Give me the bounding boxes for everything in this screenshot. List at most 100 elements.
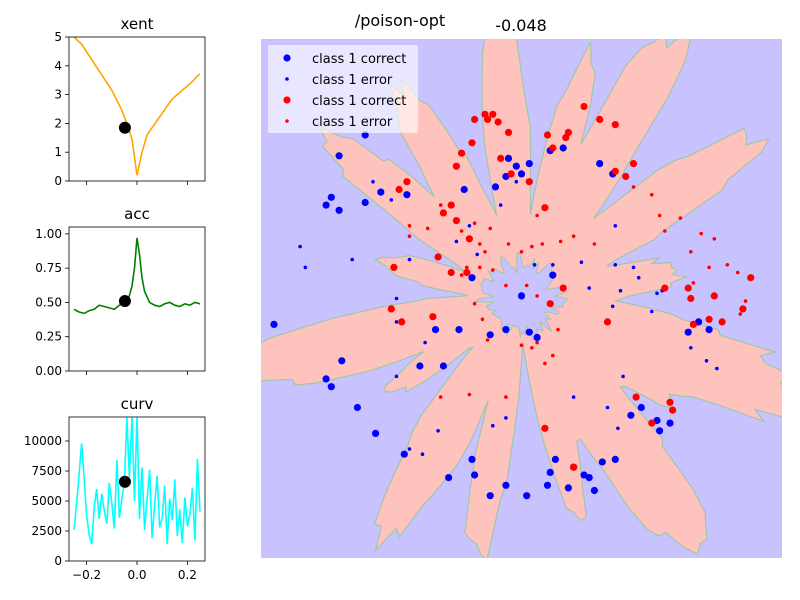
acc-ytick-label: 1.00 — [35, 227, 62, 241]
scatter-point-series-0 — [460, 185, 468, 194]
scatter-point-series-3 — [556, 327, 560, 332]
scatter-point-series-2 — [471, 115, 479, 123]
scatter-point-series-3 — [472, 301, 477, 306]
xent-ytick-label: 0 — [54, 174, 62, 188]
xent-title: xent — [120, 15, 153, 33]
scatter-point-series-0 — [400, 450, 408, 458]
scatter-point-series-3 — [407, 224, 412, 228]
scatter-point-series-0 — [590, 486, 599, 495]
scatter-point-series-2 — [559, 284, 567, 292]
acc-series-line — [73, 237, 201, 315]
legend-label: class 1 correct — [312, 94, 406, 109]
scatter-point-series-3 — [491, 268, 495, 272]
scatter-point-series-0 — [455, 326, 463, 334]
scatter-point-series-3 — [699, 231, 703, 236]
scatter-point-series-1 — [650, 309, 654, 314]
scatter-point-series-2 — [629, 160, 638, 168]
scatter-point-series-0 — [431, 326, 440, 334]
figure-title: /poison-opt — [355, 11, 445, 30]
curv-xtick-label: 0.2 — [178, 568, 197, 582]
scatter-point-series-0 — [517, 170, 526, 178]
xent-current-marker — [118, 121, 131, 134]
scatter-point-series-0 — [335, 152, 343, 160]
scatter-point-series-1 — [394, 320, 399, 324]
scatter-point-series-0 — [471, 471, 479, 479]
scatter-point-series-3 — [519, 343, 524, 348]
scatter-point-series-3 — [650, 192, 654, 197]
curv-xtick-label: 0.0 — [127, 568, 146, 582]
scatter-point-series-2 — [549, 144, 557, 152]
scatter-point-series-2 — [468, 139, 476, 147]
scatter-point-series-1 — [394, 296, 399, 301]
scatter-point-series-3 — [725, 263, 730, 267]
scatter-point-series-0 — [512, 162, 520, 170]
xent-ytick-label: 1 — [54, 145, 62, 159]
scatter-point-series-1 — [631, 265, 636, 270]
scatter-point-series-0 — [637, 403, 645, 412]
scatter-point-series-1 — [371, 179, 375, 184]
scatter-point-series-0 — [361, 131, 369, 139]
scatter-point-series-1 — [618, 288, 623, 293]
scatter-point-series-0 — [468, 274, 476, 282]
legend: class 1 correct class 1 error class 1 corr… — [268, 45, 418, 133]
scatter-point-series-3 — [459, 273, 464, 277]
scatter-point-series-0 — [361, 198, 369, 207]
scatter-point-series-0 — [546, 468, 554, 476]
scatter-point-series-1 — [298, 244, 302, 249]
scatter-point-series-2 — [622, 172, 630, 181]
scatter-point-series-1 — [616, 426, 620, 431]
scatter-point-series-0 — [525, 160, 533, 168]
scatter-point-series-3 — [488, 226, 493, 231]
curv-current-marker — [118, 475, 131, 488]
scatter-point-series-3 — [438, 395, 443, 399]
scatter-point-series-0 — [445, 474, 453, 482]
scatter-point-series-2 — [611, 167, 619, 175]
scatter-point-series-2 — [447, 268, 455, 277]
scatter-point-series-0 — [486, 492, 494, 500]
scatter-point-series-2 — [648, 419, 656, 427]
acc-title: acc — [124, 205, 150, 223]
curv-ytick-label: 0 — [54, 554, 62, 568]
scatter-point-series-3 — [678, 216, 683, 220]
scatter-point-series-3 — [535, 213, 539, 218]
scatter-point-series-0 — [549, 271, 557, 279]
scatter-point-series-2 — [494, 118, 502, 126]
scatter-point-series-2 — [687, 294, 695, 303]
scatter-point-series-0 — [270, 320, 278, 328]
scatter-point-series-3 — [663, 229, 667, 233]
scatter-point-series-2 — [580, 102, 588, 111]
scatter-point-series-0 — [596, 160, 604, 168]
scatter-point-series-1 — [420, 452, 425, 457]
scatter-point-series-1 — [532, 263, 537, 267]
scatter-point-series-0 — [598, 458, 606, 466]
scatter-point-series-3 — [506, 242, 511, 246]
scatter-point-series-2 — [632, 393, 640, 401]
scatter-point-series-3 — [472, 221, 477, 225]
scatter-point-series-0 — [523, 492, 531, 500]
scatter-point-series-2 — [429, 313, 437, 321]
curv-title: curv — [121, 395, 154, 413]
scatter-point-series-1 — [423, 340, 427, 345]
decision-boundary-chart: class 1 correct class 1 error class 1 corr… — [261, 39, 782, 558]
legend-label: class 1 error — [312, 115, 393, 130]
scatter-point-series-1 — [551, 263, 555, 267]
scatter-point-series-0 — [559, 144, 567, 152]
scatter-point-series-0 — [666, 419, 674, 427]
acc-ytick-label: 0.75 — [35, 261, 62, 275]
scatter-point-series-0 — [551, 455, 560, 463]
scatter-point-series-3 — [459, 229, 464, 233]
scatter-point-series-0 — [372, 429, 380, 437]
step-value-label: -0.048 — [495, 16, 547, 35]
scatter-point-series-2 — [739, 305, 747, 313]
scatter-point-series-3 — [535, 294, 539, 298]
scatter-point-series-0 — [705, 326, 713, 334]
scatter-point-series-0 — [491, 183, 500, 191]
scatter-point-series-3 — [535, 340, 539, 345]
scatter-point-series-0 — [439, 362, 447, 370]
scatter-point-series-1 — [436, 429, 440, 433]
scatter-point-series-3 — [631, 185, 636, 189]
scatter-point-series-2 — [387, 305, 395, 313]
scatter-point-series-1 — [621, 374, 625, 379]
legend-marker — [283, 54, 291, 62]
scatter-point-series-0 — [468, 455, 476, 463]
